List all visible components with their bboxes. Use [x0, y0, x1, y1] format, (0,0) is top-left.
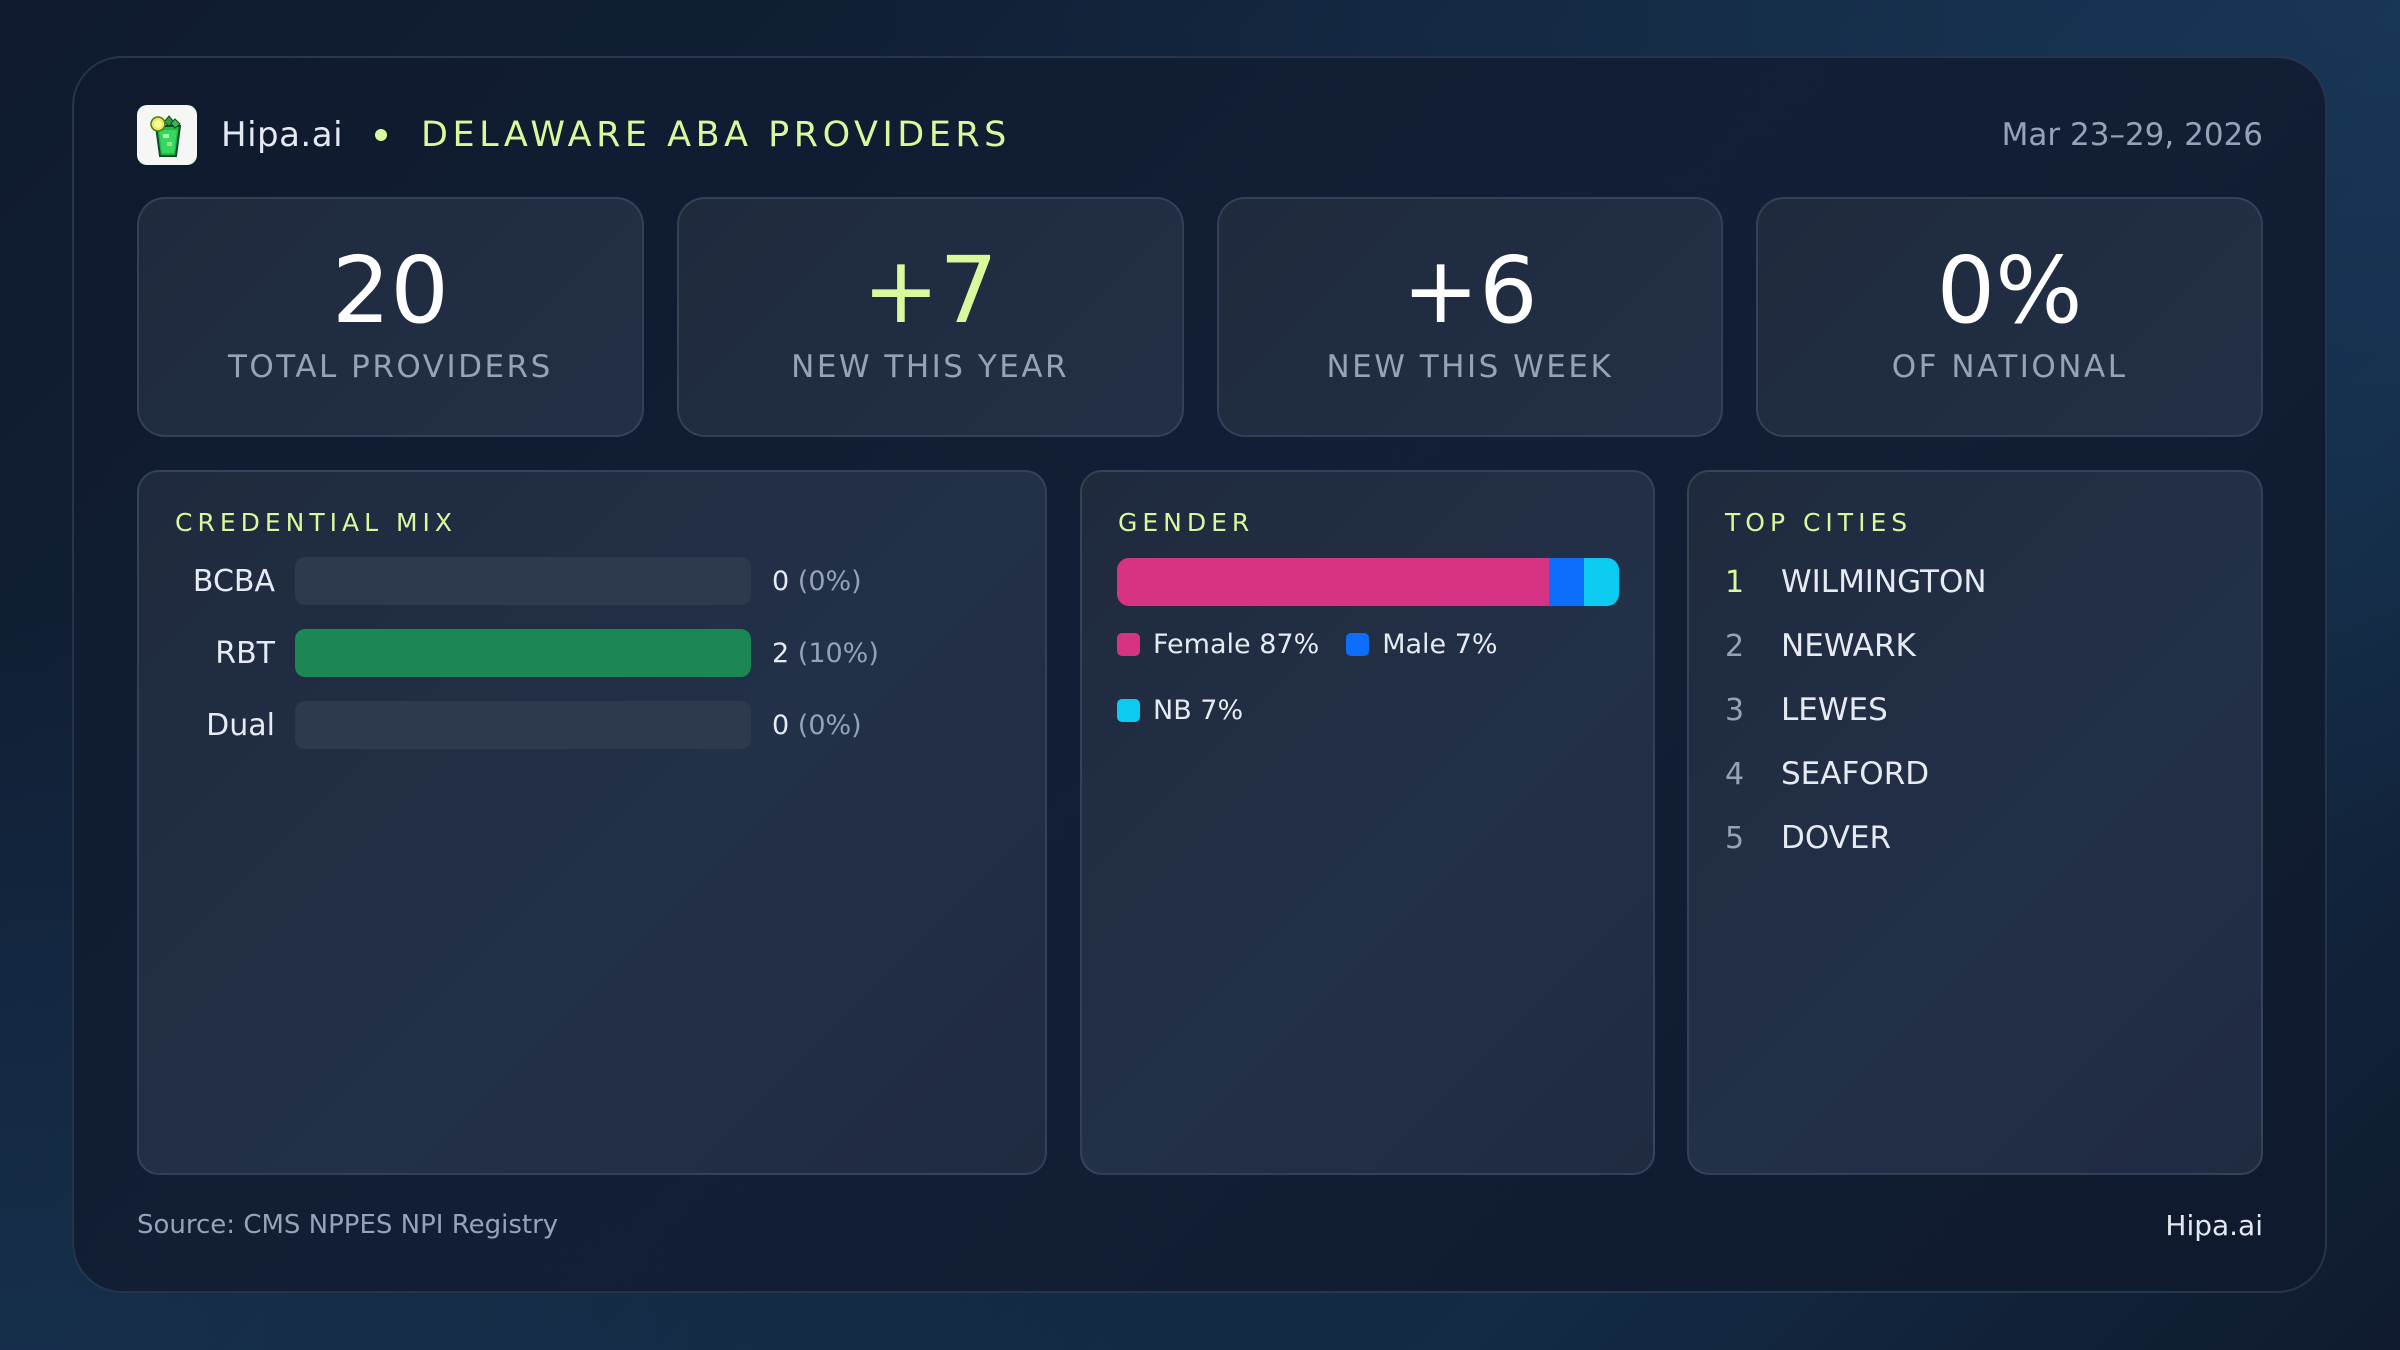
credential-bar-track — [295, 557, 751, 605]
credential-label: RBT — [215, 635, 275, 671]
gender-segment-nb — [1584, 558, 1619, 606]
panel-title: GENDER — [1118, 508, 1255, 537]
legend-label: NB 7% — [1153, 694, 1244, 726]
city-name: WILMINGTON — [1781, 564, 1987, 600]
legend-label: Male 7% — [1382, 628, 1498, 660]
panel-title: TOP CITIES — [1725, 508, 1913, 537]
credential-row-rbt: RBT 2 (10%) — [139, 629, 1045, 677]
credential-percent: (10%) — [797, 637, 879, 669]
mojito-drink-icon — [137, 105, 197, 165]
footer-brand: Hipa.ai — [2165, 1209, 2263, 1242]
credential-count: 0 — [772, 565, 790, 597]
separator-dot — [375, 129, 388, 141]
header: Hipa.ai DELAWARE ABA PROVIDERS Mar 23–29… — [137, 105, 2263, 165]
city-name: SEAFORD — [1781, 756, 1930, 792]
stat-label: TOTAL PROVIDERS — [227, 349, 553, 385]
city-list-item: 4 SEAFORD — [1725, 752, 1929, 796]
city-rank: 4 — [1725, 756, 1745, 792]
credential-label: Dual — [206, 707, 275, 743]
credential-label: BCBA — [192, 563, 275, 599]
city-list-item: 1 WILMINGTON — [1725, 560, 1987, 604]
city-list-item: 2 NEWARK — [1725, 624, 1916, 668]
credential-bar-track — [295, 701, 751, 749]
stat-label: OF NATIONAL — [1891, 349, 2128, 385]
stat-value: 0% — [1936, 237, 2083, 344]
stat-value: +6 — [1402, 237, 1538, 344]
credential-percent: (0%) — [797, 709, 862, 741]
stat-card-new-this-week: +6 NEW THIS WEEK — [1216, 197, 1724, 437]
gender-legend: Female 87% Male 7% NB 7% — [1117, 622, 1637, 732]
city-name: LEWES — [1781, 692, 1888, 728]
credential-bar-track — [295, 629, 751, 677]
stat-label: NEW THIS WEEK — [1326, 349, 1614, 385]
city-name: DOVER — [1781, 820, 1892, 856]
legend-swatch — [1117, 698, 1140, 722]
credential-percent: (0%) — [797, 565, 862, 597]
city-rank: 1 — [1725, 564, 1745, 600]
city-rank: 5 — [1725, 820, 1745, 856]
legend-item-nb: NB 7% — [1117, 688, 1637, 732]
legend-label: Female 87% — [1153, 628, 1320, 660]
city-list-item: 3 LEWES — [1725, 688, 1888, 732]
stat-value: +7 — [862, 237, 998, 344]
credential-count: 2 — [772, 637, 790, 669]
stat-card-new-this-year: +7 NEW THIS YEAR — [676, 197, 1184, 437]
city-rank: 3 — [1725, 692, 1745, 728]
panel-title: CREDENTIAL MIX — [175, 508, 458, 537]
city-name: NEWARK — [1781, 628, 1916, 664]
stat-label: NEW THIS YEAR — [791, 349, 1070, 385]
stat-card-of-national: 0% OF NATIONAL — [1756, 197, 2263, 437]
stats-row: 20 TOTAL PROVIDERS +7 NEW THIS YEAR +6 N… — [137, 197, 2263, 437]
credential-row-dual: Dual 0 (0%) — [139, 701, 1045, 749]
credential-count: 0 — [772, 709, 790, 741]
stat-value: 20 — [331, 237, 449, 344]
stat-card-total-providers: 20 TOTAL PROVIDERS — [137, 197, 644, 437]
source-note: Source: CMS NPPES NPI Registry — [137, 1210, 559, 1240]
city-rank: 2 — [1725, 628, 1745, 664]
credential-row-bcba: BCBA 0 (0%) — [139, 557, 1045, 605]
gender-panel: GENDER Female 87% Male 7% NB 7% — [1080, 470, 1655, 1175]
gender-segment-female — [1117, 558, 1550, 606]
date-range: Mar 23–29, 2026 — [2001, 117, 2263, 153]
city-list-item: 5 DOVER — [1725, 816, 1891, 860]
gender-segment-male — [1549, 558, 1585, 606]
gender-stacked-bar — [1117, 558, 1619, 606]
top-cities-panel: TOP CITIES 1 WILMINGTON 2 NEWARK 3 LEWES… — [1687, 470, 2263, 1175]
credential-mix-panel: CREDENTIAL MIX BCBA 0 (0%) RBT 2 (10%) D… — [137, 470, 1047, 1175]
legend-item-male: Male 7% — [1346, 622, 1498, 666]
page-title: DELAWARE ABA PROVIDERS — [421, 115, 1011, 155]
legend-swatch — [1117, 632, 1140, 656]
legend-item-female: Female 87% — [1117, 622, 1319, 666]
legend-swatch — [1346, 632, 1370, 656]
credential-bar-fill — [295, 629, 751, 677]
brand-name: Hipa.ai — [221, 115, 344, 155]
